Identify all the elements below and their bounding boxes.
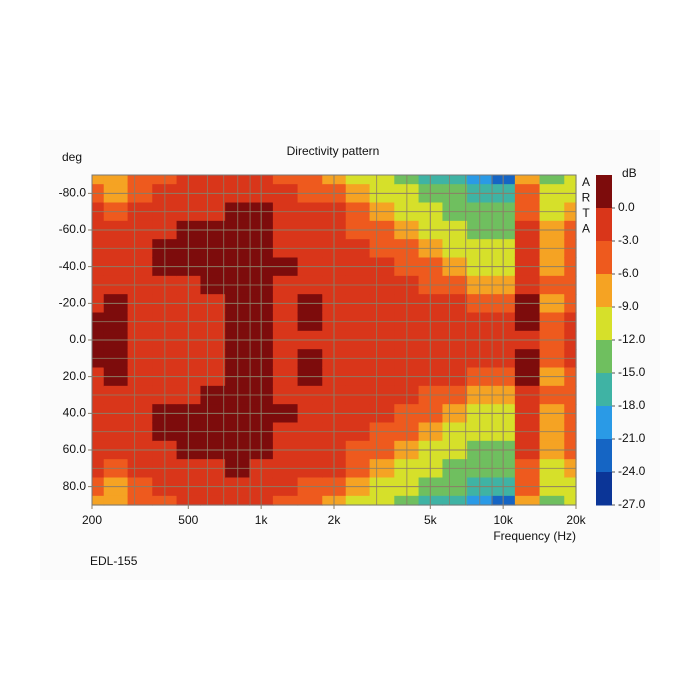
watermark-letter: R (582, 191, 591, 205)
colorbar-tick-label: 0.0 (618, 200, 635, 214)
heatmap-cell (369, 495, 395, 506)
watermark-letter: T (582, 206, 590, 220)
heatmap-cell (369, 175, 395, 185)
x-tick-label: 200 (82, 513, 102, 527)
colorbar-segment (596, 340, 612, 374)
colorbar-tick-label: -3.0 (618, 233, 639, 247)
heatmap-cell (514, 175, 541, 185)
colorbar-label: dB (622, 166, 637, 180)
colorbar-segment (596, 406, 612, 440)
heatmap-cell (297, 175, 323, 185)
y-tick-label: 20.0 (63, 369, 87, 383)
heatmap-cell (345, 495, 371, 506)
footer: EDL-155 (90, 554, 138, 568)
y-tick-label: -80.0 (59, 186, 87, 200)
x-tick-label: 2k (328, 513, 342, 527)
heatmap-cell (176, 495, 202, 506)
heatmap-cell (442, 175, 468, 185)
y-tick-label: 40.0 (63, 406, 87, 420)
x-tick-label: 20k (566, 513, 586, 527)
y-tick-label: 80.0 (63, 479, 87, 493)
y-tick-label: -40.0 (59, 259, 87, 273)
heatmap-cell (564, 495, 577, 506)
heatmap-cell (345, 175, 371, 185)
y-tick-label: 60.0 (63, 442, 87, 456)
heatmap-cell (539, 175, 565, 185)
heatmap-cell (127, 495, 153, 506)
plot-frame (91, 174, 577, 506)
watermark-letter: A (582, 175, 590, 189)
colorbar-tick-label: -15.0 (618, 365, 646, 379)
colorbar-tick-label: -12.0 (618, 332, 646, 346)
heatmap-cell (92, 175, 105, 185)
y-axis-label: deg (62, 150, 82, 164)
heatmap-cell (200, 175, 226, 185)
x-tick-label: 500 (178, 513, 198, 527)
colorbar-segment (596, 472, 612, 506)
x-axis-label: Frequency (Hz) (493, 529, 576, 543)
heatmap-cell (539, 495, 565, 506)
heatmap-cell (297, 495, 323, 506)
colorbar-tick-label: -21.0 (618, 431, 646, 445)
colorbar-segment (596, 439, 612, 473)
x-tick-label: 1k (255, 513, 269, 527)
x-tick-label: 5k (424, 513, 438, 527)
heatmap-cell (272, 495, 299, 506)
heatmap-cell (103, 495, 129, 506)
heatmap-cell (176, 175, 202, 185)
y-tick-label: 0.0 (69, 332, 86, 346)
watermark-letter: A (582, 222, 590, 236)
chart-title: Directivity pattern (287, 144, 380, 158)
x-tick-label: 10k (493, 513, 513, 527)
colorbar-tick-label: -6.0 (618, 266, 639, 280)
colorbar-segment (596, 208, 612, 242)
heatmap-cell (92, 495, 105, 506)
colorbar-segment (596, 175, 612, 209)
colorbar-segment (596, 373, 612, 407)
y-tick-label: -60.0 (59, 222, 87, 236)
colorbar-tick-label: -27.0 (618, 497, 646, 511)
heatmap-cell (127, 175, 153, 185)
heatmap-cell (200, 495, 226, 506)
heatmap-cell (514, 495, 541, 506)
colorbar-tick-label: -9.0 (618, 299, 639, 313)
colorbar-segment (596, 307, 612, 341)
colorbar-tick-label: -24.0 (618, 464, 646, 478)
y-tick-label: -20.0 (59, 296, 87, 310)
heatmap-cell (442, 495, 468, 506)
heatmap-cell (418, 175, 444, 185)
heatmap-cell (418, 495, 444, 506)
heatmap-cell (564, 175, 577, 185)
heatmap-cell (103, 175, 129, 185)
colorbar-tick-label: -18.0 (618, 398, 646, 412)
colorbar-segment (596, 241, 612, 275)
colorbar-segment (596, 274, 612, 308)
heatmap-cell (272, 175, 299, 185)
